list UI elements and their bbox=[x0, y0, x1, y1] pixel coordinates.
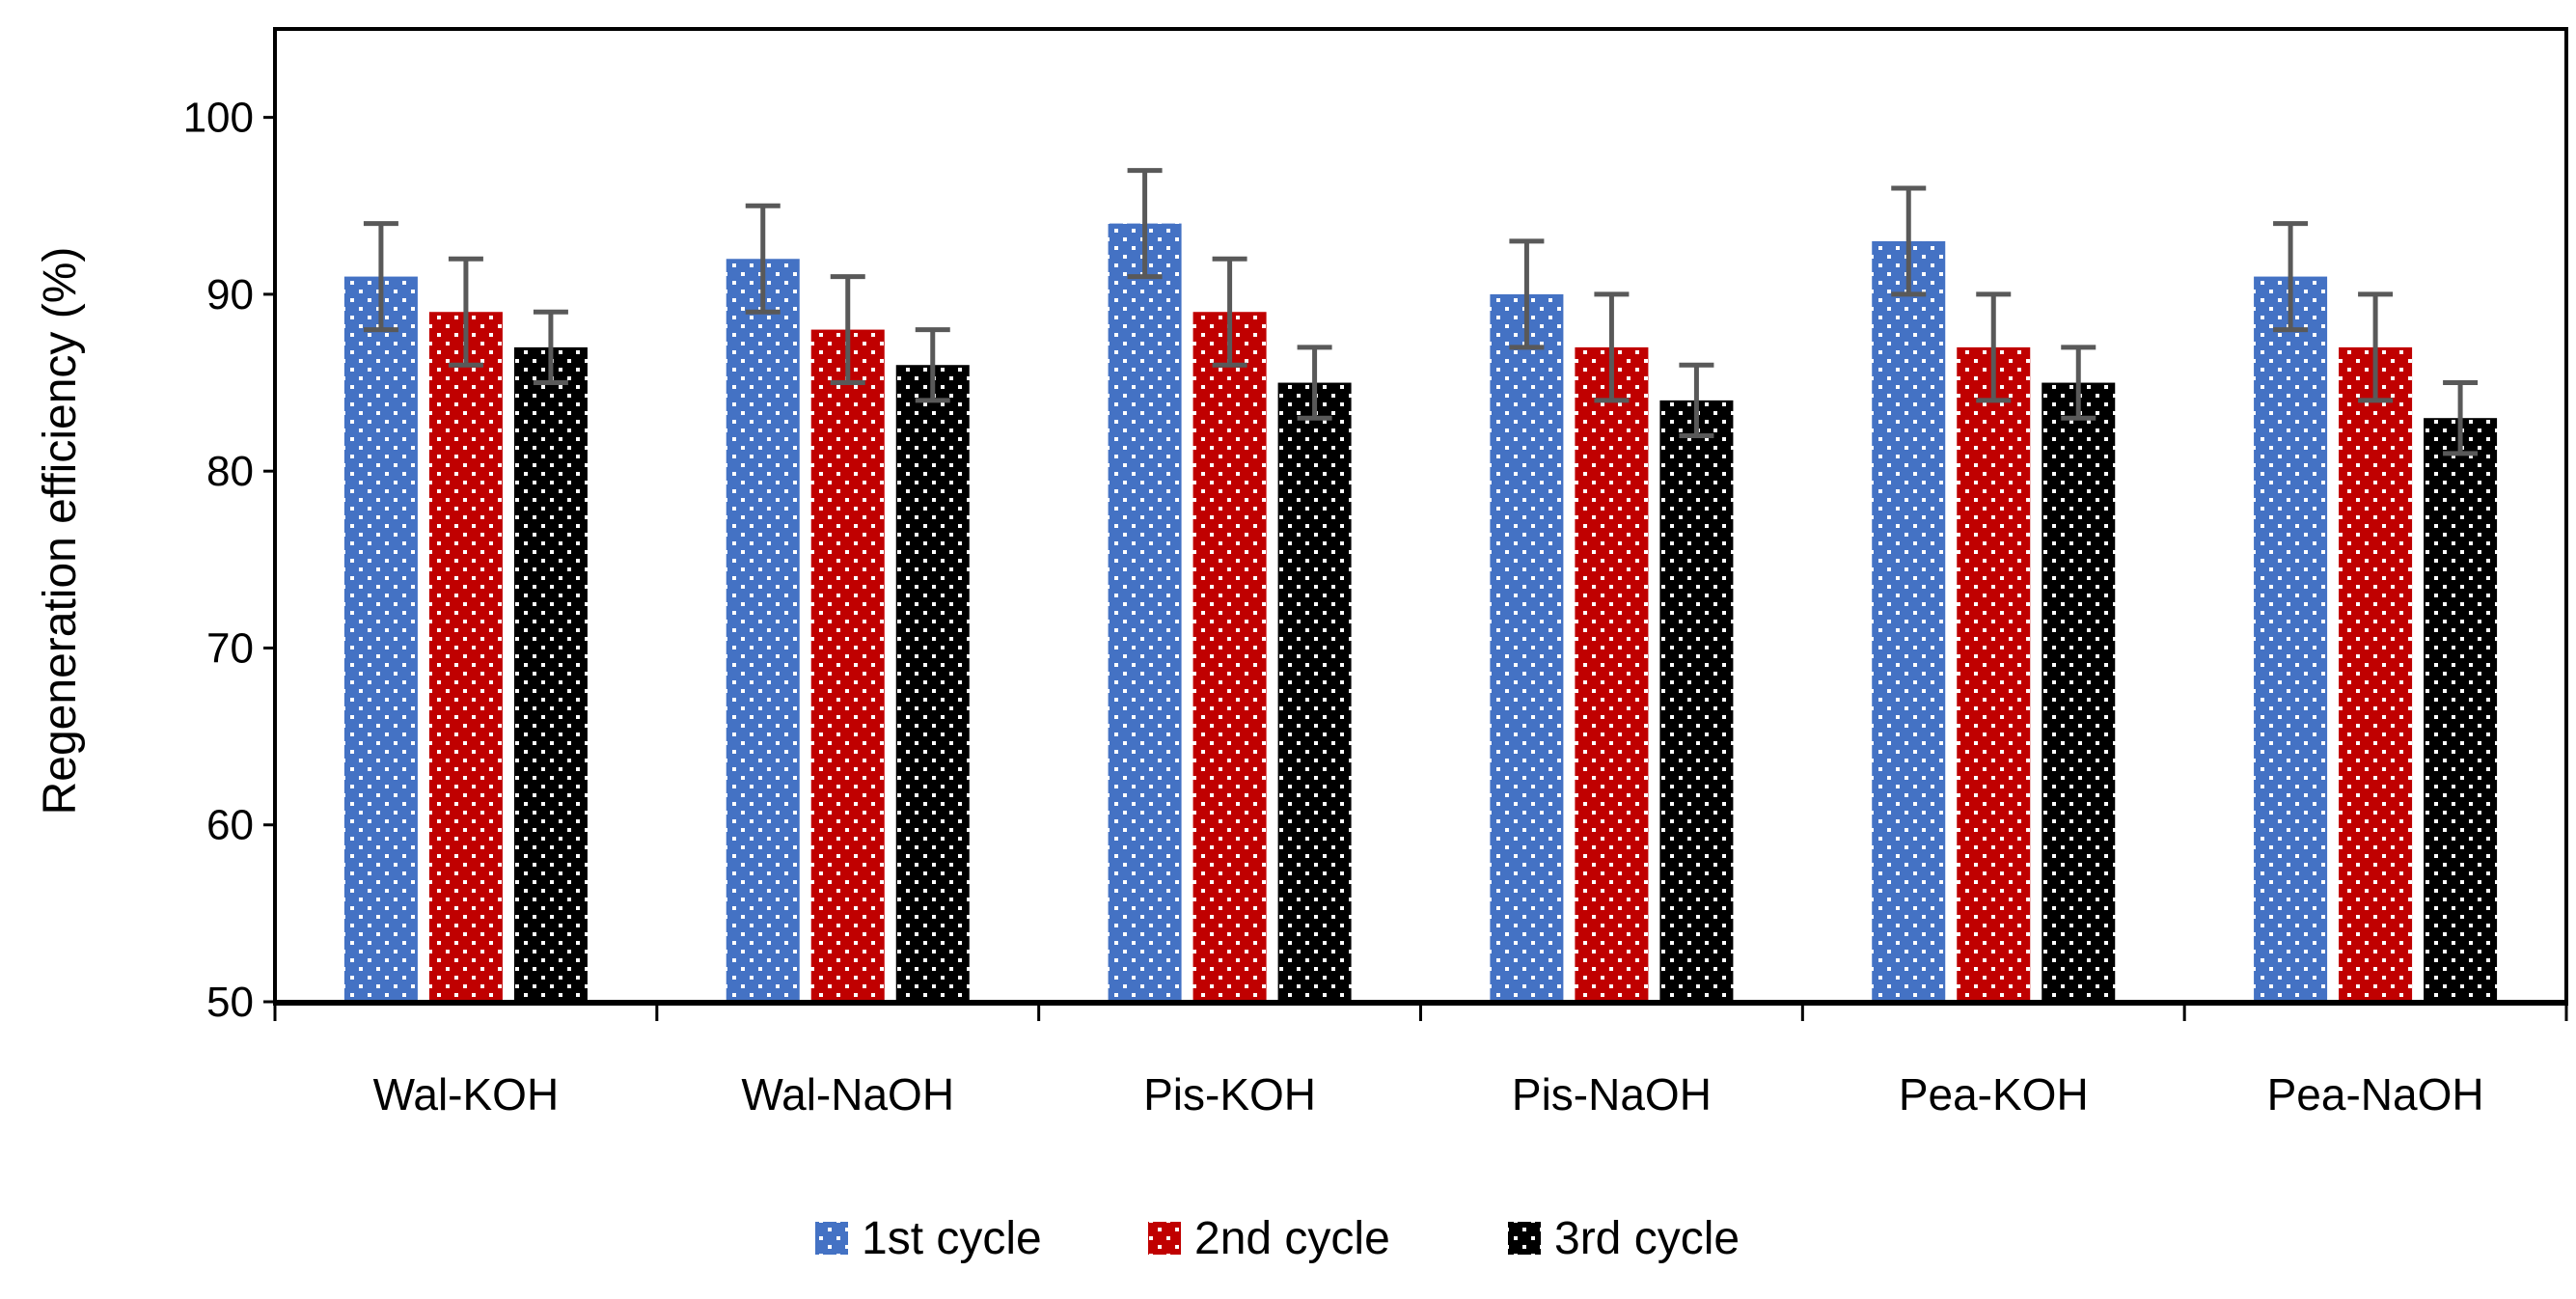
bar-1st-cycle bbox=[2254, 276, 2328, 1003]
bar-2nd-cycle bbox=[810, 329, 885, 1003]
error-bar bbox=[745, 203, 781, 315]
bar-3rd-cycle bbox=[513, 346, 588, 1003]
bar-3rd-cycle bbox=[895, 365, 970, 1003]
x-tick-label: Wal-KOH bbox=[373, 1069, 560, 1119]
error-bars-layer bbox=[363, 168, 2479, 456]
legend-item: 3rd cycle bbox=[1508, 1213, 1740, 1264]
bars-layer bbox=[343, 223, 2498, 1003]
bar-1st-cycle bbox=[1872, 240, 1946, 1003]
error-bar bbox=[1679, 362, 1714, 439]
bar-1st-cycle bbox=[1490, 293, 1564, 1003]
error-bar bbox=[1509, 238, 1545, 350]
y-axis-title: Regeneration efficiency (%) bbox=[35, 247, 86, 815]
error-bar bbox=[830, 274, 865, 386]
y-tick-label: 80 bbox=[206, 448, 254, 495]
error-bar bbox=[363, 221, 398, 333]
y-tick-label: 60 bbox=[206, 802, 254, 849]
bar-3rd-cycle bbox=[1277, 382, 1352, 1003]
x-tick-label: Pis-NaOH bbox=[1512, 1069, 1712, 1119]
bar-1st-cycle bbox=[1108, 223, 1182, 1003]
bar-2nd-cycle bbox=[1575, 346, 1649, 1003]
y-tick-label: 90 bbox=[206, 271, 254, 318]
legend-label: 2nd cycle bbox=[1194, 1213, 1390, 1264]
error-bar bbox=[1976, 291, 2012, 403]
error-bar bbox=[2443, 380, 2479, 456]
error-bar bbox=[533, 309, 568, 386]
error-bar bbox=[448, 256, 483, 368]
axes-layer: 50 60 70 80 90 100 Wal-KOH Wal-NaOH Pis-KOH Pis-N… bbox=[183, 95, 2568, 1119]
bar-1st-cycle bbox=[343, 276, 418, 1003]
bar-3rd-cycle bbox=[1659, 400, 1734, 1002]
bar-2nd-cycle bbox=[2339, 346, 2413, 1003]
bar-3rd-cycle bbox=[2424, 418, 2498, 1002]
error-bar bbox=[2061, 345, 2096, 421]
legend-swatch bbox=[1508, 1222, 1541, 1255]
legend-label: 3rd cycle bbox=[1554, 1213, 1740, 1264]
error-bar bbox=[1594, 291, 1630, 403]
bar-2nd-cycle bbox=[428, 312, 503, 1003]
error-bar bbox=[1297, 345, 1332, 421]
legend-swatch bbox=[1148, 1222, 1181, 1255]
error-bar bbox=[2358, 291, 2394, 403]
plot-area-frame bbox=[273, 27, 2568, 1006]
error-bar bbox=[915, 327, 950, 403]
x-tick-label: Pea-KOH bbox=[1899, 1069, 2089, 1119]
bar-1st-cycle bbox=[726, 259, 800, 1003]
error-bar bbox=[1891, 185, 1927, 297]
x-tick-label: Wal-NaOH bbox=[741, 1069, 954, 1119]
legend-label: 1st cycle bbox=[862, 1213, 1042, 1264]
x-tick-label: Pea-NaOH bbox=[2267, 1069, 2484, 1119]
legend: 1st cycle 2nd cycle 3rd cycle bbox=[815, 1213, 1740, 1264]
bar-2nd-cycle bbox=[1192, 312, 1267, 1003]
y-tick-label: 70 bbox=[206, 624, 254, 672]
bar-3rd-cycle bbox=[2042, 382, 2116, 1003]
bar-2nd-cycle bbox=[1957, 346, 2031, 1003]
error-bar bbox=[2273, 221, 2309, 333]
y-tick-label: 100 bbox=[183, 95, 254, 142]
legend-swatch bbox=[815, 1222, 848, 1255]
error-bar bbox=[1212, 256, 1247, 368]
x-tick-label: Pis-KOH bbox=[1143, 1069, 1316, 1119]
y-tick-label: 50 bbox=[206, 979, 254, 1026]
legend-item: 2nd cycle bbox=[1148, 1213, 1390, 1264]
legend-item: 1st cycle bbox=[815, 1213, 1042, 1264]
error-bar bbox=[1127, 168, 1163, 280]
